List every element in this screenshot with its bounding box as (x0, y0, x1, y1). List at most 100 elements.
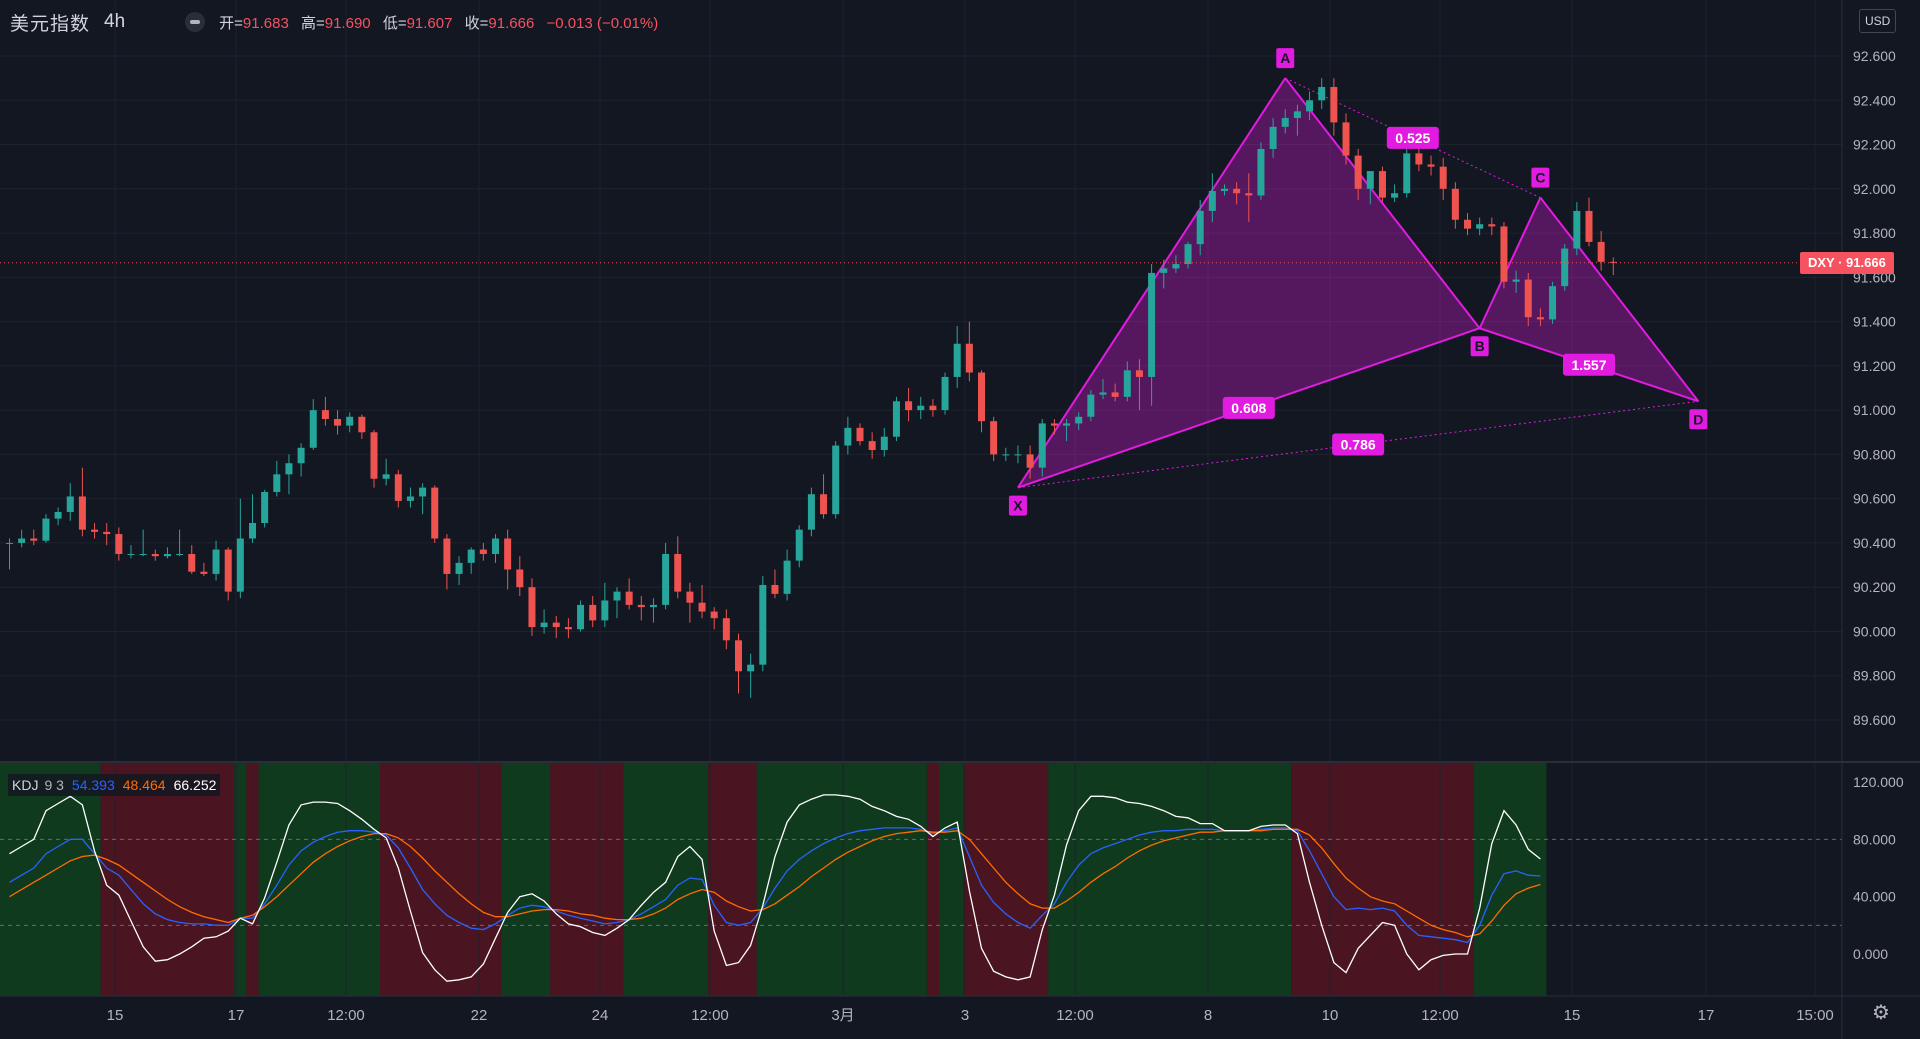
candle-body (1233, 188, 1241, 194)
hide-legend-icon[interactable] (185, 12, 206, 32)
candle-body (1087, 394, 1095, 417)
candle-body (467, 549, 475, 563)
ratio-label: 0.525 (1395, 130, 1430, 146)
candle-body (880, 436, 888, 450)
candle-body (978, 372, 985, 422)
candle-body (176, 554, 184, 555)
ratio-label: 1.557 (1571, 357, 1606, 373)
timeframe[interactable]: 4h (104, 11, 126, 32)
point-label-bg (1470, 336, 1489, 357)
candle-body (163, 554, 171, 557)
candle-body (1609, 261, 1617, 263)
candle-body (1488, 224, 1496, 227)
candle-body (1208, 191, 1216, 211)
candle-body (1403, 153, 1411, 194)
kdj-j-line (9, 794, 1541, 982)
kdj-lines (0, 794, 1842, 982)
candle-body (1476, 224, 1484, 229)
ohlc-values: 开=91.683 高=91.690 低=91.607 收=91.666 −0.0… (219, 14, 659, 32)
kdj-zone (380, 762, 502, 996)
harmonic-pattern[interactable] (1017, 77, 1700, 489)
ratio-label: 0.608 (1231, 400, 1266, 416)
time-tick-label: 3月 (831, 1007, 854, 1024)
candle-body (431, 487, 439, 539)
candle-body (844, 427, 852, 446)
candle-body (807, 494, 815, 530)
price-tick-label: 91.200 (1853, 358, 1896, 374)
candle-body (42, 518, 50, 541)
leg-ab (1284, 77, 1481, 329)
candle-body (1500, 226, 1508, 282)
kdj-background-zones (0, 762, 1547, 996)
kdj-zone (100, 762, 235, 996)
candle-body (1293, 111, 1301, 118)
candle-body (1378, 171, 1386, 198)
candle-body (346, 416, 354, 426)
kdj-legend[interactable]: KDJ 9 3 54.393 48.464 66.252 (8, 774, 221, 796)
kdj-zone (258, 762, 381, 996)
candle-body (1354, 155, 1362, 189)
ratio-label-bg (1563, 353, 1615, 376)
kdj-zone (234, 762, 247, 996)
candle-body (674, 554, 682, 592)
candle-body (625, 591, 633, 605)
candle-body (1451, 188, 1459, 220)
candle-body (1135, 370, 1143, 377)
candle-body (1306, 100, 1314, 112)
candle-body (1148, 272, 1156, 377)
settings-gear-icon[interactable]: ⚙ (1872, 1002, 1890, 1024)
point-label-bg (1276, 48, 1295, 69)
low-value: 91.607 (406, 14, 453, 32)
candle-body (285, 463, 293, 475)
candle-body (1549, 286, 1557, 320)
candle-body (1585, 210, 1593, 242)
candle-body (868, 441, 876, 450)
candle-body (783, 560, 791, 594)
candle-body (1063, 423, 1071, 426)
symbol-name[interactable]: 美元指数 (10, 13, 91, 35)
kdj-j-value: 66.252 (173, 777, 217, 793)
candle-body (18, 538, 26, 543)
candle-body (1038, 423, 1046, 468)
kdj-zone (501, 762, 551, 996)
candle-body (334, 418, 342, 426)
candle-body (261, 492, 269, 524)
candle-body (528, 587, 536, 628)
candle-body (1573, 210, 1581, 249)
point-label-D: D (1693, 411, 1703, 427)
candle-body (1075, 416, 1083, 424)
candle-body (297, 447, 305, 464)
candle-body (382, 474, 390, 479)
candle-body (6, 542, 13, 544)
point-label-C: C (1535, 170, 1545, 186)
candle-body (832, 445, 840, 515)
candle-body (1172, 264, 1180, 269)
candle-body (1524, 279, 1532, 318)
candle-body (1439, 166, 1447, 189)
kdj-d-line (9, 828, 1541, 938)
price-tick-label: 92.600 (1853, 48, 1896, 64)
candle-body (613, 591, 621, 601)
kdj-zone (963, 762, 1049, 996)
candle-body (759, 584, 767, 665)
candle-body (564, 627, 572, 630)
candle-body (856, 427, 864, 442)
kdj-zone (0, 762, 101, 996)
candle-body (1536, 317, 1544, 320)
symbol-legend: 美元指数 4h 开=91.683 高=91.690 低=91.607 收=91.… (10, 10, 659, 35)
currency-badge[interactable]: USD (1859, 9, 1897, 33)
kdj-zone (246, 762, 259, 996)
candle-body (103, 531, 111, 535)
candle-body (370, 432, 378, 479)
candle-body (649, 604, 657, 608)
time-tick-label: 3 (961, 1007, 969, 1024)
candle-body (309, 410, 317, 448)
candle-body (115, 534, 123, 554)
candle-body (990, 421, 998, 455)
candle-body (139, 554, 147, 555)
candle-body (91, 529, 99, 532)
price-tick-label: 89.800 (1853, 668, 1896, 684)
candle-body (820, 494, 828, 515)
candle-body (516, 569, 524, 588)
